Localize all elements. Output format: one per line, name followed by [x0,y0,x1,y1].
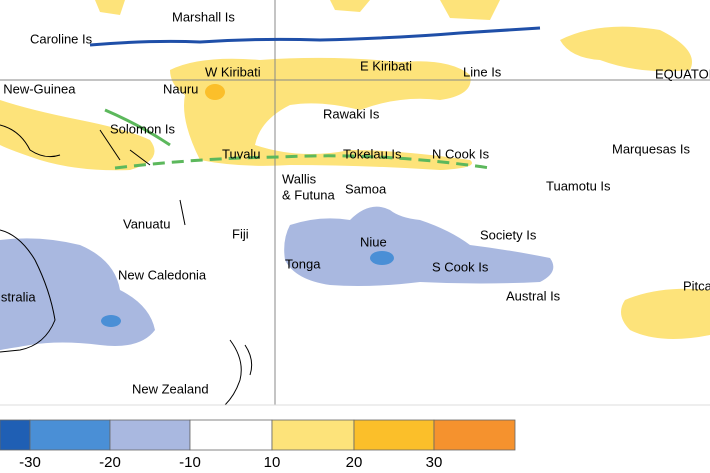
legend-swatch [0,419,31,451]
place-label: Papua New-Guinea [0,81,76,96]
legend-tick-label: 30 [426,454,443,471]
anomaly-positive [205,84,225,100]
anomaly-positive [0,0,710,339]
legend-swatch [29,419,111,451]
anomaly-negative [101,315,121,327]
place-label: Tuvalu [222,146,261,161]
place-label: Fiji [232,226,249,241]
place-label: Marquesas Is [612,141,691,156]
place-label: & Futuna [282,187,336,202]
place-label: E Kiribati [360,58,412,73]
spcz-line [104,108,171,147]
legend-tick-label: -10 [179,454,201,471]
place-label: Pitcairn [683,278,710,293]
place-label: Caroline Is [30,31,93,46]
legend-swatch [109,419,191,451]
place-label: Samoa [345,181,387,196]
anomaly-negative [0,206,554,350]
place-label: Solomon Is [110,121,176,136]
legend-tick-label: -20 [99,454,121,471]
place-label: Nauru [163,81,198,96]
anomaly-negative [370,251,394,265]
coastline [0,124,253,406]
place-label: Austral Is [506,288,561,303]
place-label: Vanuatu [123,216,170,231]
place-label: New Caledonia [118,267,207,282]
place-label: Wallis [282,171,317,186]
place-label: Niue [360,234,387,249]
legend-tick-label: 20 [346,454,363,471]
place-label: Tuamotu Is [546,178,611,193]
place-label: EQUATOR [655,66,710,81]
legend-swatch [433,419,516,451]
legend-swatch [353,419,435,451]
legend-tick-label: -30 [19,454,41,471]
place-label: Society Is [480,227,537,242]
place-label: S Cook Is [432,259,489,274]
place-label: W Kiribati [205,64,261,79]
place-label: New Zealand [132,381,209,396]
legend-swatch [189,419,273,451]
legend: -30 -20 -10 10 20 30 [0,419,516,471]
itcz-line [89,26,541,47]
place-label: Rawaki Is [323,106,380,121]
place-label: Australia [0,289,36,304]
place-labels: Marshall Is Caroline Is W Kiribati E Kiriba… [0,9,710,396]
place-label: Tonga [285,256,321,271]
place-label: Marshall Is [172,9,235,24]
place-label: Line Is [463,64,502,79]
map-area: Marshall Is Caroline Is W Kiribati E Kiriba… [0,0,710,406]
place-label: Tokelau Is [343,146,402,161]
legend-tick-label: 10 [264,454,281,471]
spcz-line [114,154,491,170]
legend-swatch [271,419,355,451]
place-label: N Cook Is [432,146,490,161]
